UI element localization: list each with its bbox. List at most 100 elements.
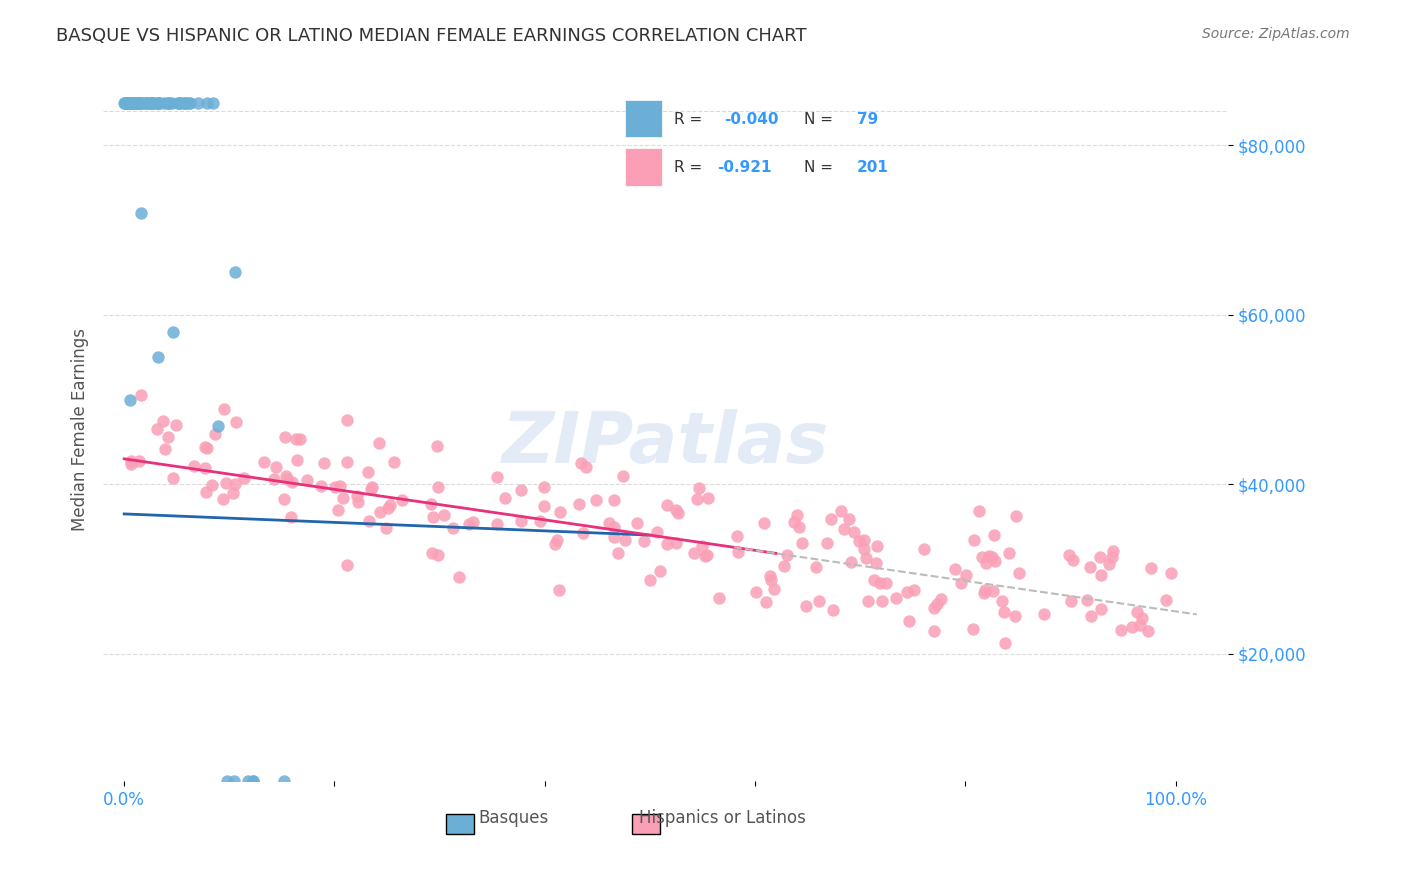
Point xyxy=(378,498,401,512)
Point xyxy=(201,95,224,110)
Point xyxy=(124,95,146,110)
Point xyxy=(141,95,163,110)
Point xyxy=(1160,566,1182,581)
Point xyxy=(127,95,149,110)
Point xyxy=(602,492,624,507)
Point xyxy=(118,95,141,110)
Point xyxy=(693,549,716,563)
Point xyxy=(274,469,297,483)
Point xyxy=(762,582,785,596)
Point xyxy=(167,95,190,110)
Point xyxy=(115,95,138,110)
Point xyxy=(114,95,136,110)
Point xyxy=(146,95,169,110)
Point xyxy=(665,536,688,550)
Point xyxy=(856,594,879,608)
Point xyxy=(886,591,908,606)
Point xyxy=(329,479,352,493)
Point xyxy=(360,482,382,496)
Point xyxy=(1154,592,1177,607)
Point xyxy=(943,561,966,575)
Point xyxy=(336,413,359,427)
Point xyxy=(870,593,893,607)
Point xyxy=(666,506,689,520)
Point xyxy=(211,491,233,506)
Point xyxy=(546,533,568,548)
Point xyxy=(1088,550,1111,565)
Point xyxy=(804,560,827,574)
Text: N =: N = xyxy=(804,112,838,127)
Point xyxy=(285,453,308,467)
Point xyxy=(426,439,449,453)
Text: 201: 201 xyxy=(856,160,889,175)
Point xyxy=(688,482,710,496)
Text: N =: N = xyxy=(804,160,838,175)
Point xyxy=(120,95,142,110)
Text: R =: R = xyxy=(675,112,707,127)
Point xyxy=(603,520,626,534)
Point xyxy=(273,491,295,506)
Point xyxy=(309,479,332,493)
Point xyxy=(115,95,138,110)
Point xyxy=(572,525,595,540)
Point xyxy=(142,95,165,110)
Point xyxy=(758,569,780,583)
Point xyxy=(1057,549,1080,563)
Point xyxy=(848,533,870,548)
Point xyxy=(360,480,382,494)
Point xyxy=(657,498,679,512)
Point xyxy=(433,508,456,522)
Point xyxy=(194,440,217,454)
Point xyxy=(201,478,224,492)
Point xyxy=(159,95,181,110)
Point xyxy=(815,535,838,549)
Point xyxy=(786,508,808,523)
Point xyxy=(115,95,138,110)
Point xyxy=(782,515,804,529)
Point xyxy=(142,95,165,110)
Point xyxy=(866,539,889,553)
Point xyxy=(222,485,245,500)
Text: Basques: Basques xyxy=(478,809,548,827)
Point xyxy=(153,95,176,110)
Point xyxy=(839,555,862,569)
Point xyxy=(357,514,380,528)
Point xyxy=(550,505,572,519)
Point xyxy=(533,480,555,494)
Point xyxy=(974,556,997,570)
Point xyxy=(177,95,200,110)
Point xyxy=(855,551,877,566)
Point xyxy=(973,586,995,600)
Point xyxy=(121,95,143,110)
Point xyxy=(162,471,184,485)
Point xyxy=(115,95,138,110)
Point xyxy=(281,475,304,490)
Point xyxy=(533,500,555,514)
Point xyxy=(194,485,217,500)
Point xyxy=(290,433,312,447)
Point xyxy=(176,95,198,110)
Point xyxy=(382,455,405,469)
Point xyxy=(725,529,748,543)
Point xyxy=(128,95,150,110)
Point xyxy=(1080,609,1102,624)
Point xyxy=(1109,623,1132,637)
Text: -0.040: -0.040 xyxy=(724,112,779,127)
Text: 79: 79 xyxy=(856,112,879,127)
Point xyxy=(776,548,799,562)
Point xyxy=(820,512,842,526)
Point xyxy=(427,480,450,494)
Point xyxy=(167,95,190,110)
Point xyxy=(120,453,142,467)
Point xyxy=(461,515,484,529)
Point xyxy=(1130,611,1153,625)
Point xyxy=(131,206,153,220)
Point xyxy=(173,95,195,110)
Point xyxy=(1126,605,1149,619)
Point xyxy=(1090,601,1112,615)
Point xyxy=(120,95,142,110)
Point xyxy=(238,773,260,788)
Point xyxy=(898,614,921,628)
Point xyxy=(865,556,887,570)
Point xyxy=(152,415,174,429)
